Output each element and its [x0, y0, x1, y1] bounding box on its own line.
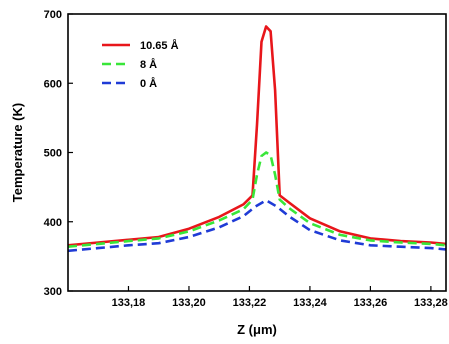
y-tick-label: 500 — [44, 148, 62, 160]
y-tick-label: 700 — [44, 9, 62, 21]
x-tick-label: 133,26 — [354, 297, 388, 309]
x-tick-label: 133,22 — [233, 297, 267, 309]
x-tick-label: 133,24 — [293, 297, 328, 309]
x-axis-label: Z (μm) — [237, 322, 277, 337]
plot-frame — [67, 13, 447, 292]
x-tick-label: 133,18 — [112, 297, 146, 309]
legend-label-0: 10.65 Å — [140, 39, 179, 52]
y-tick-label: 400 — [44, 217, 62, 229]
y-tick-label: 300 — [44, 286, 62, 298]
y-tick-label: 600 — [44, 78, 62, 90]
axis-ticks — [68, 13, 432, 292]
series-line-0 — [67, 25, 447, 247]
series-layer — [67, 25, 447, 253]
legend-label-2: 0 Å — [140, 77, 157, 90]
x-tick-label: 133,28 — [414, 297, 448, 309]
series-line-1 — [67, 151, 447, 248]
y-axis-label: Temperature (K) — [10, 103, 25, 202]
series-line-2 — [67, 199, 447, 253]
tick-labels: 133,18 133,20 133,22 133,24 133,26 133,28 300 4… — [44, 9, 448, 309]
legend-label-1: 8 Å — [140, 58, 157, 71]
x-tick-label: 133,20 — [172, 297, 206, 309]
legend: 10.65 Å 8 Å 0 Å — [102, 39, 179, 90]
